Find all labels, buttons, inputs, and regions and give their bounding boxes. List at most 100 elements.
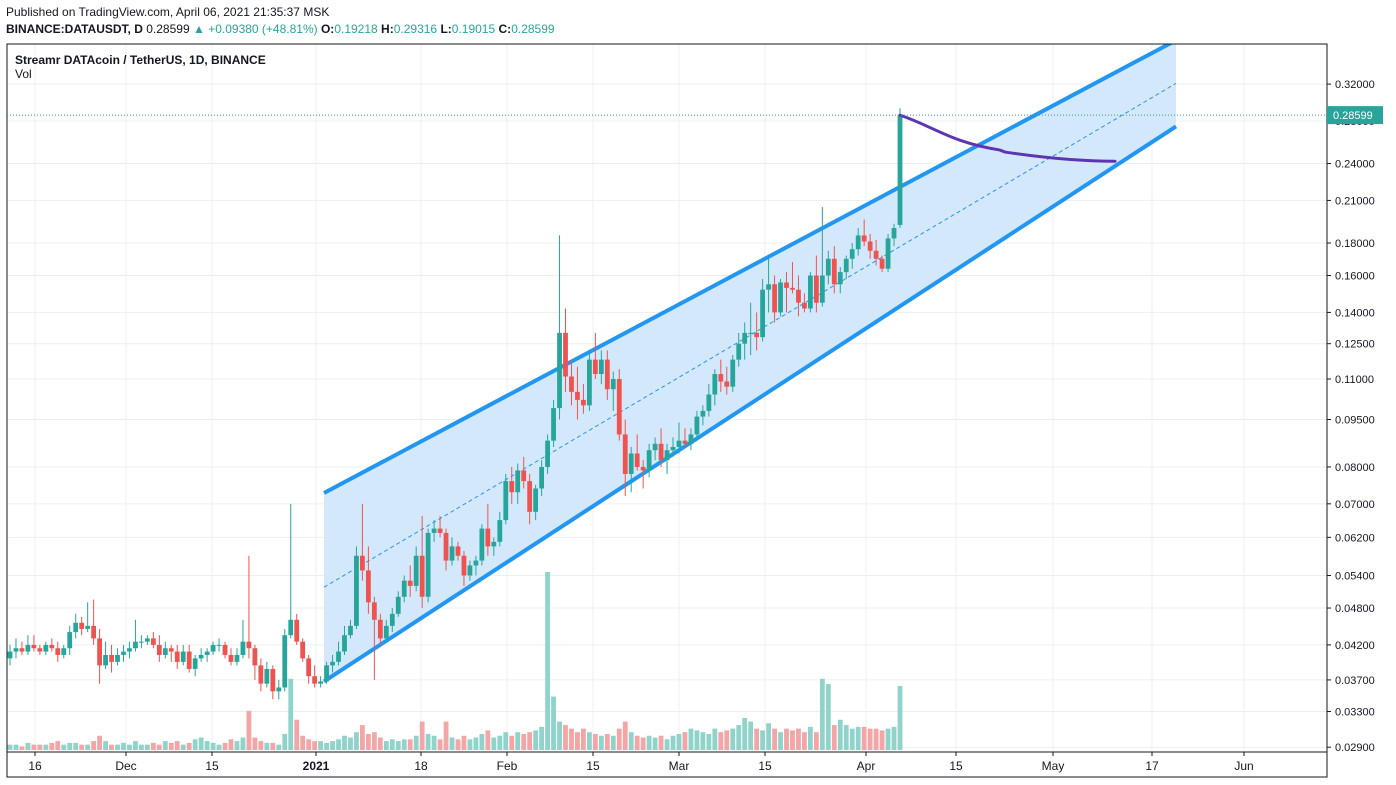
channel-fill bbox=[324, 44, 1176, 682]
candle-body bbox=[688, 434, 694, 444]
candle-body bbox=[336, 651, 341, 662]
candle-body bbox=[37, 648, 43, 652]
candle-body bbox=[730, 359, 736, 387]
price-change: +0.09380 (+48.81%) bbox=[208, 22, 318, 36]
candle-body bbox=[144, 638, 150, 642]
volume-bar bbox=[258, 741, 264, 750]
volume-bar bbox=[79, 744, 85, 750]
volume-bar bbox=[13, 744, 19, 750]
volume-bar bbox=[276, 744, 282, 750]
candle-body bbox=[539, 466, 545, 489]
regression-channel[interactable] bbox=[322, 40, 1178, 684]
volume-bar bbox=[73, 742, 79, 750]
volume-bar bbox=[61, 744, 67, 750]
volume-bar bbox=[91, 741, 97, 750]
candle-body bbox=[515, 470, 521, 493]
candle-body bbox=[802, 302, 807, 309]
candle-body bbox=[240, 641, 246, 655]
volume-bars bbox=[7, 572, 903, 750]
candle-body bbox=[294, 619, 300, 642]
volume-bar bbox=[616, 728, 622, 750]
x-tick-label: 15 bbox=[949, 759, 963, 773]
volume-bar bbox=[240, 737, 246, 750]
candle-body bbox=[778, 282, 783, 313]
candle-body bbox=[736, 343, 742, 360]
volume-bar bbox=[342, 735, 347, 750]
volume-bar bbox=[413, 735, 419, 750]
candle-body bbox=[509, 481, 515, 493]
candle-body bbox=[115, 654, 120, 662]
volume-bar bbox=[228, 739, 234, 750]
candle-body bbox=[808, 275, 813, 309]
candle-body bbox=[49, 644, 55, 649]
candle-body bbox=[354, 555, 359, 626]
volume-bar bbox=[676, 733, 682, 750]
candle-body bbox=[849, 249, 855, 259]
volume-bar bbox=[174, 741, 180, 750]
y-tick-label: 0.12500 bbox=[1335, 339, 1375, 351]
last-price-tag bbox=[1327, 106, 1383, 125]
symbol-label: BINANCE:DATAUSDT, D bbox=[6, 22, 143, 36]
volume-bar bbox=[264, 742, 270, 750]
candle-body bbox=[521, 470, 527, 482]
candle-body bbox=[784, 282, 789, 288]
channel-upper-line bbox=[323, 44, 1174, 495]
publish-info: Published on TradingView.com, April 06, … bbox=[6, 5, 330, 19]
candle-body bbox=[772, 284, 777, 313]
volume-bar bbox=[168, 742, 174, 750]
candle-body bbox=[694, 416, 700, 435]
candle-body bbox=[819, 275, 825, 303]
candle-body bbox=[861, 235, 867, 242]
volume-bar bbox=[640, 737, 646, 750]
candle-body bbox=[616, 379, 622, 435]
volume-bar bbox=[885, 728, 891, 750]
volume-bar bbox=[252, 737, 258, 750]
volume-bar bbox=[706, 733, 712, 750]
candle-body bbox=[133, 641, 138, 649]
candle-body bbox=[527, 481, 533, 512]
candle-body bbox=[831, 258, 837, 285]
candle-body bbox=[180, 651, 186, 662]
volume-bar bbox=[360, 725, 365, 750]
candle-body bbox=[533, 488, 539, 512]
y-tick-label: 0.08000 bbox=[1335, 462, 1375, 474]
volume-bar bbox=[306, 739, 312, 750]
volume-bar bbox=[156, 744, 162, 750]
y-tick-label: 0.32000 bbox=[1335, 79, 1375, 91]
candlesticks bbox=[7, 108, 903, 700]
volume-bar bbox=[318, 741, 324, 750]
volume-bar bbox=[778, 732, 783, 750]
candle-body bbox=[55, 648, 61, 655]
candle-body bbox=[330, 661, 335, 666]
volume-bar bbox=[509, 735, 515, 750]
high-label: H: bbox=[381, 22, 394, 36]
candle-body bbox=[437, 528, 443, 533]
volume-bar bbox=[628, 732, 634, 750]
candle-body bbox=[91, 625, 97, 639]
volume-bar bbox=[383, 741, 389, 750]
candle-body bbox=[258, 665, 264, 684]
volume-bar bbox=[389, 739, 395, 750]
volume-bar bbox=[55, 741, 61, 750]
projection-path[interactable] bbox=[898, 113, 1117, 163]
volume-bar bbox=[873, 728, 879, 750]
candle-body bbox=[360, 555, 365, 571]
volume-bar bbox=[527, 732, 533, 750]
candle-body bbox=[491, 541, 497, 547]
volume-bar bbox=[324, 742, 329, 750]
volume-bar bbox=[736, 725, 742, 750]
candle-body bbox=[473, 560, 479, 566]
candle-body bbox=[706, 394, 712, 411]
candle-body bbox=[855, 235, 861, 250]
candle-body bbox=[748, 332, 754, 334]
volume-bar bbox=[485, 730, 491, 750]
volume-bar bbox=[503, 732, 509, 750]
candle-body bbox=[312, 676, 318, 684]
chart-legend: Streamr DATAcoin / TetherUS, 1D, BINANCE… bbox=[15, 53, 266, 81]
candle-body bbox=[121, 651, 126, 655]
volume-bar bbox=[825, 684, 831, 750]
candle-body bbox=[377, 619, 383, 639]
x-tick-label: 16 bbox=[28, 759, 42, 773]
volume-bar bbox=[497, 735, 503, 750]
